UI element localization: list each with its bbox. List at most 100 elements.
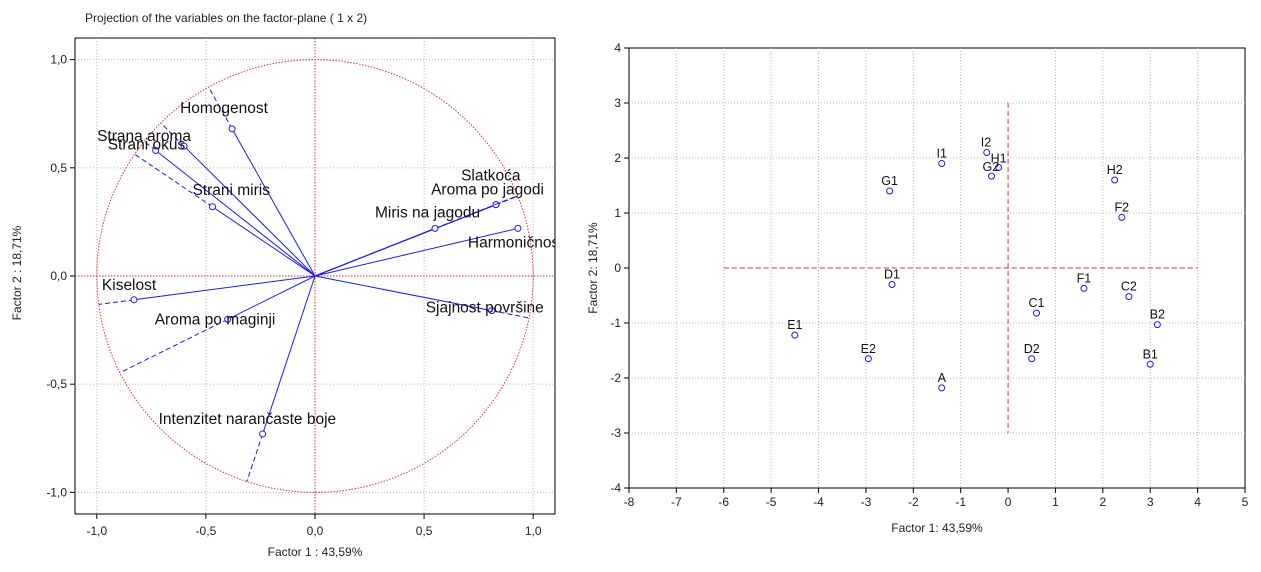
case-point [1111, 176, 1119, 184]
zero-axes [723, 103, 1198, 433]
case-point [987, 172, 995, 180]
variable-point [130, 296, 138, 304]
variable-vector [133, 275, 316, 301]
case-point [995, 163, 1003, 171]
y-tick-label: 1 [614, 206, 621, 220]
case-label: F2 [1115, 200, 1130, 214]
x-tick-label: -7 [671, 495, 682, 509]
y-tick-label: -2 [610, 371, 621, 385]
case-point [1125, 293, 1133, 301]
y-tick-label: 0 [614, 261, 621, 275]
y-tick-label: -1 [610, 316, 621, 330]
x-axis-label: Factor 1: 43,59% [891, 521, 983, 535]
variable-point [488, 307, 496, 315]
x-tick-label: 5 [1242, 495, 1249, 509]
variable-vectors [98, 86, 530, 482]
case-point [791, 331, 799, 339]
case-point [888, 281, 896, 288]
variable-label: Miris na jagodu [375, 204, 480, 221]
variable-vector-extension [160, 122, 185, 147]
variable-point [431, 224, 439, 232]
case-point [1153, 321, 1161, 329]
x-tick-label: -6 [718, 495, 729, 509]
case-point [1146, 360, 1154, 368]
variable-point [514, 224, 522, 232]
x-tick-label: 0,0 [307, 524, 324, 538]
gridlines [629, 48, 1245, 488]
case-label: B2 [1150, 308, 1165, 322]
variable-label: Harmoničnost [468, 234, 564, 251]
x-tick-label: 1,0 [525, 524, 542, 538]
variable-vector [227, 275, 316, 320]
y-tick-label: -3 [610, 426, 621, 440]
y-tick-label: 3 [614, 96, 621, 110]
y-tick-label: -0,5 [46, 377, 67, 391]
x-tick-label: 3 [1147, 495, 1154, 509]
variable-label: Homogenost [180, 100, 269, 117]
variable-label: Kiselost [102, 277, 157, 294]
case-point [938, 384, 946, 392]
variable-vector [314, 227, 436, 277]
x-tick-labels: -8 -7 -6 -5 -4 -3 -2 -1 0 1 2 3 4 5 [624, 488, 1249, 509]
case-label: E2 [861, 342, 876, 356]
y-tick-label: 0,5 [50, 161, 67, 175]
variable-label: Slatkoća [461, 168, 521, 185]
variable-vector-extension [119, 318, 228, 374]
y-tick-label: 1,0 [50, 53, 67, 67]
variable-label: Intenzitet narančaste boje [159, 411, 337, 428]
x-tick-labels: -1,0 -0,5 0,0 0,5 1,0 [86, 514, 542, 538]
y-tick-label: 2 [614, 151, 621, 165]
case-label: I2 [981, 136, 991, 150]
case-point [864, 355, 872, 363]
variable-vector [212, 206, 316, 277]
x-axis-label: Factor 1 : 43,59% [268, 545, 363, 559]
x-tick-label: -5 [766, 495, 777, 509]
case-label: A [938, 371, 947, 385]
y-axis-label: Factor 2 : 18,71% [10, 225, 24, 320]
x-tick-label: 0,5 [416, 524, 433, 538]
case-label: E1 [787, 318, 802, 332]
case-point [1028, 355, 1036, 363]
case-point [983, 149, 991, 156]
case-point [1118, 213, 1126, 221]
case-label: H2 [1107, 163, 1123, 177]
y-tick-labels: 4 3 2 1 0 -1 -2 -3 -4 [610, 41, 629, 495]
variable-vector [183, 145, 316, 277]
x-tick-label: -8 [624, 495, 635, 509]
x-tick-label: 0 [1005, 495, 1012, 509]
x-tick-label: 2 [1100, 495, 1107, 509]
variable-label: Strani okus [108, 137, 186, 154]
variable-vector-extension [98, 299, 134, 305]
x-tick-label: -2 [908, 495, 919, 509]
variable-vector [262, 275, 316, 435]
variable-label: Sjajnost površine [426, 300, 544, 317]
variable-point [228, 125, 236, 133]
y-tick-label: -1,0 [46, 485, 67, 499]
case-label: I1 [937, 147, 947, 161]
case-label: C2 [1121, 280, 1137, 294]
case-point [1033, 309, 1041, 317]
case-label: F1 [1077, 271, 1092, 285]
variable-vector [155, 150, 316, 277]
variable-point [259, 430, 267, 438]
variable-point [208, 203, 216, 211]
variable-point [152, 147, 160, 155]
variable-vector-extension [246, 433, 264, 482]
variable-vector-extension [434, 195, 518, 229]
variable-label: Aroma po jagodi [431, 182, 544, 199]
x-tick-label: 1 [1052, 495, 1059, 509]
case-label: C1 [1029, 296, 1045, 310]
variable-vector [231, 128, 316, 277]
variable-point [180, 142, 188, 150]
variable-label: Strana aroma [97, 128, 191, 145]
y-axis-label: Factor 2: 18,71% [586, 222, 600, 314]
case-point [1080, 284, 1088, 292]
y-tick-labels: 1,0 0,5 0,0 -0,5 -1,0 [46, 53, 75, 499]
case-point [938, 160, 946, 167]
x-tick-label: -4 [813, 495, 824, 509]
